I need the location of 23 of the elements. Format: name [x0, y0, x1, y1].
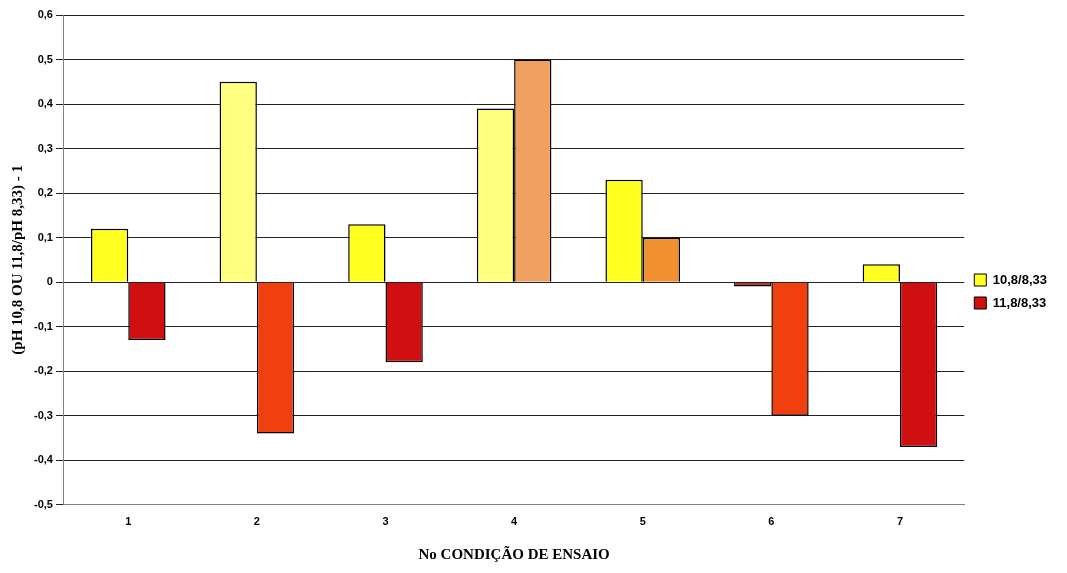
- y-tick-label: -0,1: [33, 319, 53, 332]
- y-tick-label: 0,5: [37, 52, 53, 65]
- x-tick-label: 5: [639, 515, 646, 528]
- x-tick-label: 2: [253, 515, 260, 528]
- y-tick-label: -0,4: [33, 453, 54, 466]
- y-tick-label: -0,5: [33, 497, 53, 510]
- y-tick-label: 0,1: [37, 230, 53, 243]
- legend-label: 11,8/8,33: [992, 294, 1047, 310]
- legend-label: 10,8/8,33: [992, 271, 1047, 287]
- x-tick-label: 7: [896, 515, 904, 528]
- y-tick-label: 0,2: [37, 186, 53, 199]
- y-tick-label: 0: [46, 275, 53, 288]
- x-tick-label: 3: [382, 515, 389, 528]
- x-axis-title: No CONDIÇÃO DE ENSAIO: [418, 544, 610, 562]
- y-tick-label: 0,4: [37, 97, 54, 110]
- y-tick-label: -0,2: [33, 364, 53, 377]
- y-tick-label: 0,3: [37, 141, 53, 154]
- y-tick-label: 0,6: [37, 8, 53, 21]
- x-tick-label: 6: [768, 515, 775, 528]
- y-axis-title: (pH 10,8 OU 11,8/pH 8,33) - 1: [8, 165, 26, 355]
- x-tick-label: 4: [511, 515, 519, 528]
- y-tick-label: -0,3: [33, 408, 53, 421]
- x-tick-label: 1: [125, 515, 132, 528]
